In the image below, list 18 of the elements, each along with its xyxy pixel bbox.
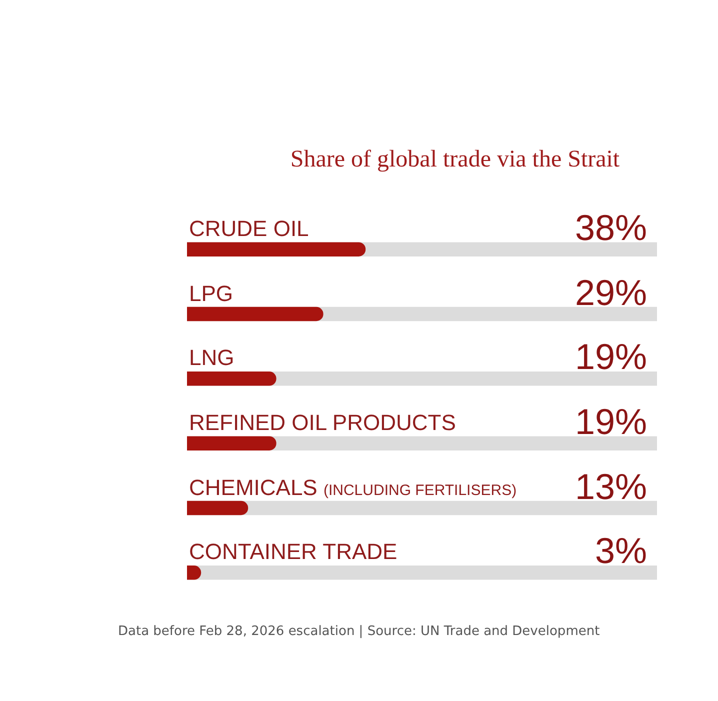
data-label: 19% <box>575 401 648 442</box>
bar <box>187 436 276 450</box>
bar <box>187 372 276 386</box>
data-label: 13% <box>575 466 648 507</box>
y-tick-label: CRUDE OIL <box>189 216 309 241</box>
y-tick-label: CHEMICALS (INCLUDING FERTILISERS) <box>189 475 517 500</box>
y-tick-label: LNG <box>189 345 234 370</box>
data-label: 29% <box>575 272 648 313</box>
data-label: 38% <box>575 207 648 248</box>
data-label: 19% <box>575 336 648 377</box>
y-tick-label: CONTAINER TRADE <box>189 539 398 564</box>
bar <box>187 500 248 516</box>
bar <box>187 306 324 322</box>
chart-title: Share of global trade via the Strait <box>290 146 620 172</box>
y-tick-label: REFINED OIL PRODUCTS <box>189 410 456 435</box>
y-tick-label: LPG <box>189 281 234 306</box>
text: Data before Feb 28, 2026 escalation | Source: UN Trade and Development <box>118 624 600 639</box>
data-label: 3% <box>595 530 648 571</box>
